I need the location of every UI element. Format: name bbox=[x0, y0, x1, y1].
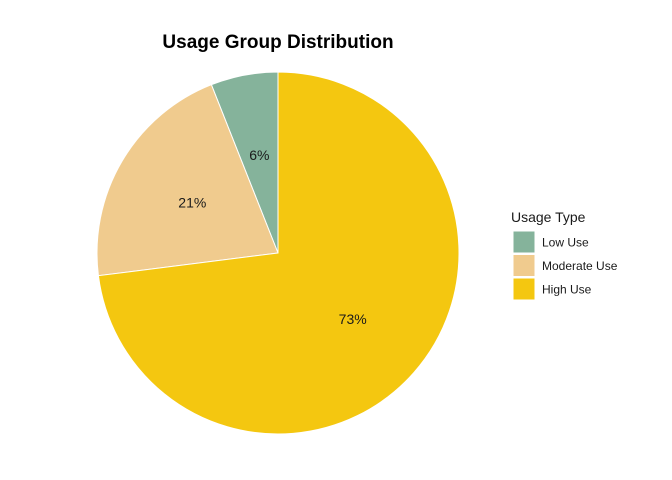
chart-title: Usage Group Distribution bbox=[162, 32, 393, 53]
legend-label-high-use: High Use bbox=[542, 283, 592, 297]
legend-label-moderate-use: Moderate Use bbox=[542, 259, 618, 273]
pie-slice-label-high-use: 73% bbox=[339, 311, 367, 327]
pie-slice-moderate-use bbox=[96, 84, 279, 277]
pie-slice-high-use bbox=[97, 71, 460, 435]
legend-title: Usage Type bbox=[511, 209, 586, 225]
legend-swatch-moderate-use bbox=[512, 254, 536, 277]
pie-slices bbox=[96, 71, 460, 435]
legend-swatch-low-use bbox=[512, 230, 536, 254]
legend-items: Low Use Moderate Use High Use bbox=[512, 230, 618, 301]
legend-swatch-high-use bbox=[512, 277, 536, 301]
pie-slice-labels: 6% 21% 73% bbox=[178, 147, 366, 327]
legend-label-low-use: Low Use bbox=[542, 236, 589, 250]
pie-slice-label-low-use: 6% bbox=[249, 147, 269, 163]
pie-slice-label-moderate-use: 21% bbox=[178, 194, 206, 210]
legend: Usage Type Low Use Moderate Use High Use bbox=[511, 209, 618, 301]
